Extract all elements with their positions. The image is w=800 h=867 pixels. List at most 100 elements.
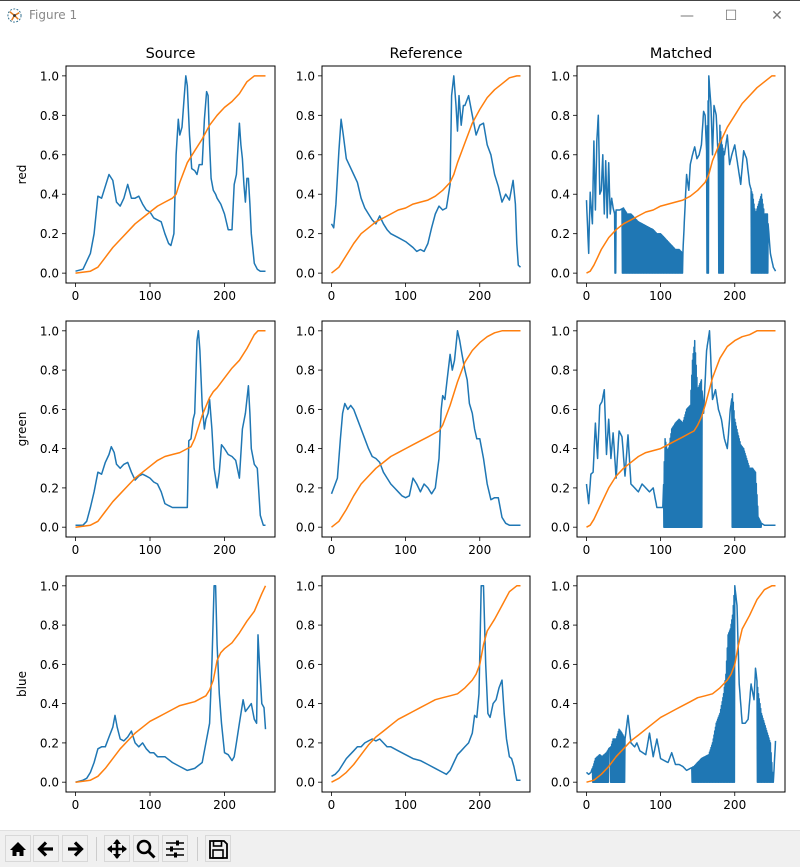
save-button[interactable] <box>205 835 231 862</box>
x-tick-label: 0 <box>583 543 591 557</box>
matplotlib-logo-icon <box>7 8 22 23</box>
axes-frame <box>576 320 786 538</box>
sliders-icon <box>166 840 184 857</box>
plot-area <box>331 585 521 783</box>
back-button[interactable] <box>33 835 59 862</box>
y-tick-label: 0.0 <box>40 267 59 281</box>
forward-button[interactable] <box>62 835 88 862</box>
subplot-red-reference: 0 100 200 0.0 0.2 0.4 0.6 0.8 1.0 Reference <box>296 46 531 303</box>
y-tick-label: 0.8 <box>296 364 315 378</box>
y-tick-label: 0.2 <box>40 481 59 495</box>
y-tick-label: 0.0 <box>551 267 570 281</box>
axes-frame <box>65 320 276 538</box>
move-icon <box>107 838 127 859</box>
window-title: Figure 1 <box>29 8 78 22</box>
histogram-line <box>585 75 777 274</box>
x-tick-label: 200 <box>468 543 491 557</box>
y-tick-label: 1.0 <box>40 324 59 338</box>
configure-subplots-button[interactable] <box>162 835 188 862</box>
x-tick-label: 200 <box>213 798 236 812</box>
home-button[interactable] <box>5 835 31 862</box>
x-tick-label: 0 <box>72 289 80 303</box>
x-tick-label: 100 <box>649 798 672 812</box>
y-tick-label: 0.6 <box>551 148 570 162</box>
subplot-title: Matched <box>650 46 712 62</box>
subplot-title: Source <box>146 46 196 62</box>
x-tick-label: 100 <box>649 289 672 303</box>
axes-frame <box>321 65 531 284</box>
histogram-line <box>75 585 267 783</box>
window-titlebar: Figure 1 — ☐ ✕ <box>0 0 800 30</box>
y-tick-label: 1.0 <box>296 579 315 593</box>
y-tick-label: 0.2 <box>296 481 315 495</box>
x-tick-label: 200 <box>213 543 236 557</box>
y-tick-label: 0.4 <box>296 188 315 202</box>
cdf-line <box>586 330 776 528</box>
floppy-disk-icon <box>209 839 228 859</box>
x-tick-label: 200 <box>468 289 491 303</box>
y-tick-label: 0.2 <box>551 736 570 750</box>
cdf-line <box>331 75 521 274</box>
magnifier-icon <box>136 839 156 859</box>
x-tick-label: 100 <box>394 543 417 557</box>
y-tick-label: 0.4 <box>40 188 59 202</box>
x-tick-label: 100 <box>139 543 162 557</box>
y-tick-label: 0.8 <box>296 109 315 123</box>
toolbar-separator <box>197 837 198 861</box>
y-tick-label: 0.6 <box>40 403 59 417</box>
x-tick-label: 200 <box>723 543 746 557</box>
y-tick-label: 0.4 <box>551 442 570 456</box>
y-tick-label: 0.8 <box>40 619 59 633</box>
y-tick-label: 0.4 <box>296 697 315 711</box>
y-tick-label: 0.0 <box>296 267 315 281</box>
x-tick-label: 0 <box>583 289 591 303</box>
navigation-toolbar <box>0 830 800 867</box>
home-icon <box>10 841 26 856</box>
x-tick-label: 0 <box>72 798 80 812</box>
plot-area <box>585 75 777 274</box>
axes-frame <box>321 320 531 538</box>
y-tick-label: 0.2 <box>40 736 59 750</box>
y-tick-label: 0.0 <box>296 776 315 790</box>
y-tick-label: 1.0 <box>551 579 570 593</box>
x-tick-label: 0 <box>72 543 80 557</box>
x-tick-label: 0 <box>328 798 336 812</box>
plot-area <box>330 330 521 528</box>
minimize-button[interactable]: — <box>680 8 694 24</box>
x-tick-label: 200 <box>213 289 236 303</box>
histogram-line <box>585 585 777 783</box>
maximize-button[interactable]: ☐ <box>724 8 738 24</box>
cdf-line <box>331 585 521 783</box>
y-tick-label: 0.0 <box>40 776 59 790</box>
y-tick-label: 0.6 <box>551 658 570 672</box>
y-axis-label: green <box>15 412 29 447</box>
y-tick-label: 0.2 <box>551 227 570 241</box>
axes-frame <box>65 65 276 284</box>
plot-area <box>75 585 267 783</box>
x-tick-label: 0 <box>328 289 336 303</box>
subplot-green-source: 0 100 200 0.0 0.2 0.4 0.6 0.8 1.0 green <box>15 320 276 557</box>
y-tick-label: 0.0 <box>40 521 59 535</box>
x-tick-label: 100 <box>394 289 417 303</box>
y-tick-label: 0.6 <box>40 148 59 162</box>
y-tick-label: 0.8 <box>40 364 59 378</box>
y-tick-label: 1.0 <box>296 324 315 338</box>
cdf-line <box>586 75 776 274</box>
close-button[interactable]: ✕ <box>771 8 783 24</box>
plot-area <box>75 330 266 528</box>
subplot-red-matched: 0 100 200 0.0 0.2 0.4 0.6 0.8 1.0 Matched <box>551 46 786 303</box>
y-tick-label: 0.0 <box>296 521 315 535</box>
axes-frame <box>576 65 786 284</box>
y-axis-label: red <box>15 165 29 185</box>
toolbar-separator <box>96 837 97 861</box>
y-tick-label: 0.0 <box>551 776 570 790</box>
zoom-button[interactable] <box>133 835 159 862</box>
x-tick-label: 100 <box>139 798 162 812</box>
plot-area <box>585 330 776 528</box>
y-tick-label: 0.2 <box>40 227 59 241</box>
cdf-line <box>75 75 266 274</box>
pan-button[interactable] <box>104 835 130 862</box>
histogram-line <box>330 330 521 526</box>
x-tick-label: 0 <box>328 543 336 557</box>
arrow-left-icon <box>37 840 53 857</box>
